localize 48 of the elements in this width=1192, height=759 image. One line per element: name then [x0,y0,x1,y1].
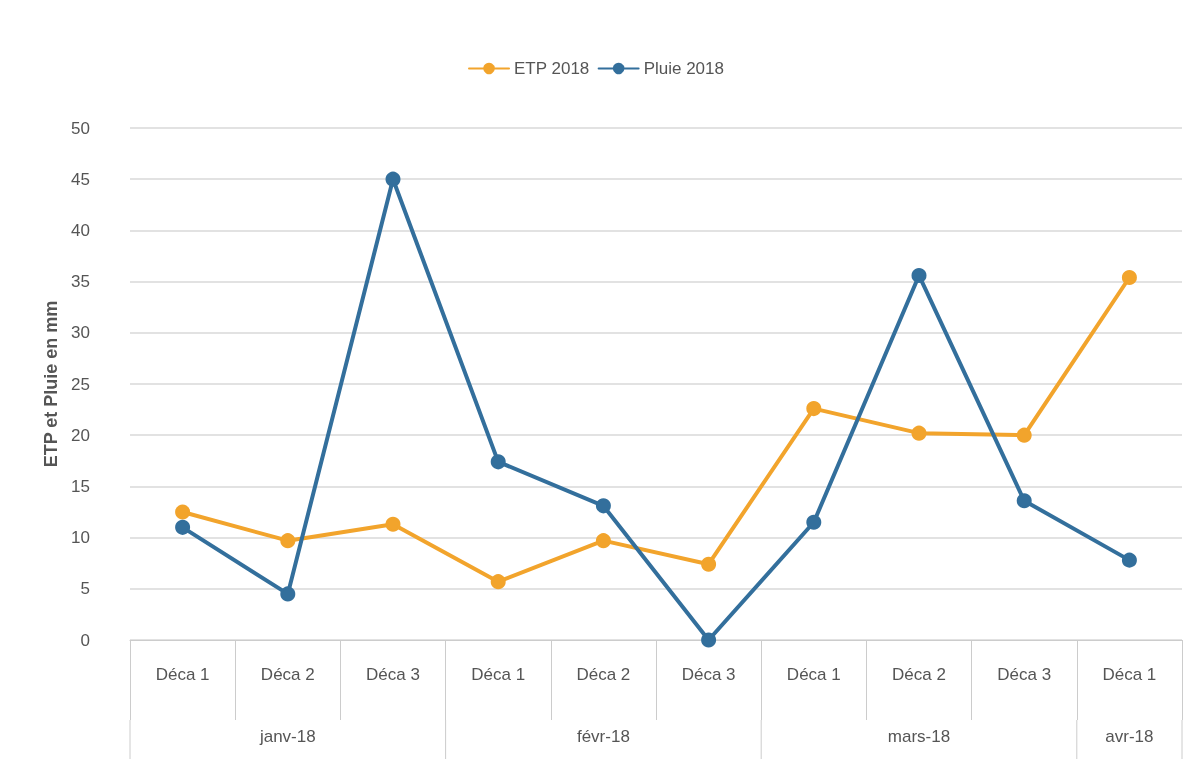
point [806,401,822,417]
point [1016,493,1032,509]
y-axis-title: ETP et Pluie en mm [41,300,61,468]
x-tick-label: Déca 2 [576,665,631,684]
y-tick-label: 0 [80,630,90,650]
x-tick-label: Déca 1 [786,665,841,684]
y-tick-label: 5 [80,579,90,599]
point [385,516,401,532]
point [175,504,191,520]
x-tick-label: Déca 2 [892,665,946,684]
y-tick-label: 45 [71,169,90,189]
y-tick-label: 10 [71,528,90,548]
point [1121,270,1137,285]
y-tick-label: 25 [71,374,90,394]
point [280,533,296,549]
point [385,171,401,187]
point [911,425,927,441]
y-tick-label: 35 [71,272,90,292]
legend-label: Pluie 2018 [643,59,724,78]
point [490,454,506,470]
point [1016,427,1032,443]
point [701,556,717,572]
point [701,632,717,648]
x-tick-label: Déca 3 [681,665,736,684]
point [911,267,927,283]
text: janv-18 [258,726,316,746]
point [280,586,296,602]
y-tick-label: 40 [71,220,90,240]
point [490,574,506,590]
point [806,514,822,530]
x-tick-label: Déca 3 [366,665,420,684]
text: mars-18 [887,726,951,746]
legend-label: ETP 2018 [514,59,590,78]
x-tick-label: Déca 3 [997,665,1052,684]
x-tick-label: Déca 1 [1102,665,1157,684]
y-tick-label: 20 [71,425,90,445]
x-tick-label: Déca 2 [260,665,315,684]
x-tick-label: Déca 1 [155,665,210,684]
text: avr-18 [1105,726,1154,746]
y-tick-label: 30 [71,323,90,343]
y-tick-label: 50 [71,118,90,138]
point [595,498,611,514]
point [175,519,191,535]
point [595,533,611,549]
text: févr-18 [576,726,630,746]
x-tick-label: Déca 1 [471,665,526,684]
y-tick-label: 15 [71,476,90,496]
point [1121,552,1137,568]
